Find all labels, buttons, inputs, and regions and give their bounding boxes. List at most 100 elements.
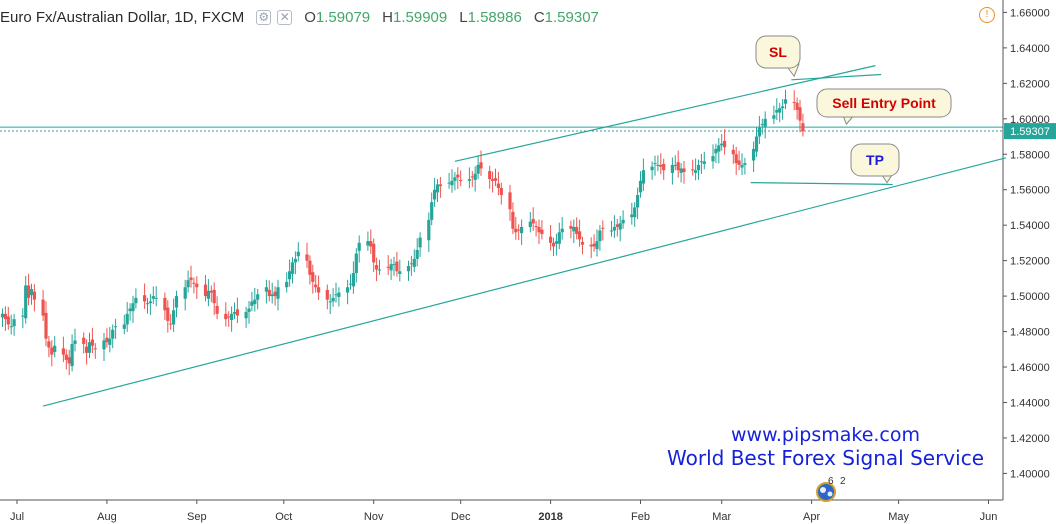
candle-body (659, 164, 663, 167)
candle-body (447, 182, 451, 184)
candle-body (203, 284, 208, 297)
candle-body (476, 164, 480, 174)
candle-body (427, 219, 431, 241)
candle-body (73, 340, 77, 344)
candle-body (496, 183, 500, 188)
candle-body (346, 287, 350, 293)
watermark-url: www.pipsmake.com (731, 424, 920, 446)
trendline (791, 73, 882, 81)
candle-body (633, 207, 637, 218)
badge-count-right: 2 (840, 476, 846, 487)
candle-body (372, 243, 376, 263)
y-tick-label: 1.62000 (1010, 78, 1050, 90)
grid (0, 126, 1003, 132)
candle-body (215, 305, 219, 314)
candle-body (145, 303, 150, 305)
candle-body (430, 202, 434, 220)
candle-body (44, 312, 48, 339)
candle-body (288, 271, 292, 280)
x-tick-label: Apr (803, 511, 820, 523)
candle-body (337, 292, 341, 297)
candle-body (508, 192, 512, 210)
callout-text: Sell Entry Point (832, 95, 936, 111)
candle-body (638, 180, 643, 193)
candle-body (757, 127, 761, 137)
callout-sl: SL (755, 35, 801, 78)
alert-icon[interactable]: ! (979, 7, 995, 23)
y-tick-label: 1.64000 (1010, 43, 1050, 55)
candle-body (650, 166, 654, 171)
open-value: 1.59079 (315, 8, 371, 26)
candle-body (601, 227, 605, 229)
candle-body (375, 265, 379, 270)
candle-body (27, 285, 31, 298)
candle-body (488, 171, 492, 180)
y-tick-label: 1.46000 (1010, 362, 1050, 374)
events-badge[interactable]: 6 2 (812, 476, 846, 502)
candle-body (578, 231, 582, 240)
candle-body (479, 162, 483, 169)
candle-body (305, 254, 309, 261)
candle-body (366, 241, 370, 246)
candle-body (572, 226, 576, 232)
globe-icon (816, 482, 836, 502)
candle-body (569, 226, 573, 229)
candle-body (795, 102, 799, 110)
candle-body (531, 218, 535, 224)
candle-body (723, 140, 727, 148)
candle-body (195, 283, 199, 288)
symbol-header: Euro Fx/Australian Dollar, 1D, FXCM ⚙ ✕ … (0, 4, 605, 30)
candle-body (609, 230, 614, 232)
y-tick-label: 1.40000 (1010, 468, 1050, 480)
candle-body (172, 310, 176, 325)
candle-body (64, 354, 68, 360)
candle-body (575, 226, 579, 235)
candle-body (311, 272, 315, 282)
candle-body (267, 289, 271, 297)
candle-body (406, 265, 411, 272)
candle-body (409, 263, 413, 265)
candle-body (630, 214, 634, 218)
candle-body (398, 271, 402, 274)
candle-body (641, 170, 645, 184)
candle-body (450, 180, 454, 186)
candle-body (711, 156, 715, 162)
y-tick-label: 1.54000 (1010, 220, 1050, 232)
symbol-title[interactable]: Euro Fx/Australian Dollar, 1D, FXCM (0, 8, 245, 26)
candle-body (778, 108, 782, 113)
candle-body (6, 316, 10, 325)
candle-body (389, 264, 393, 271)
candle-body (702, 161, 706, 165)
candle-body (740, 164, 744, 168)
candle-body (395, 261, 399, 272)
low-value: 1.58986 (467, 8, 522, 26)
close-icon[interactable]: ✕ (277, 9, 293, 25)
candle-body (85, 346, 89, 353)
candle-body (699, 161, 703, 163)
y-tick-label: 1.58000 (1010, 149, 1050, 161)
candle-body (737, 160, 741, 165)
candle-body (752, 148, 756, 161)
candle-body (93, 348, 97, 350)
candle-body (186, 280, 190, 288)
candle-body (189, 277, 193, 281)
candle-body (230, 313, 234, 321)
candle-body (775, 109, 779, 113)
candle-body (325, 289, 329, 300)
candle-body (331, 297, 335, 302)
x-tick-label: Oct (275, 511, 292, 523)
settings-icon[interactable]: ⚙ (256, 9, 272, 25)
candle-body (595, 241, 599, 250)
callout-box (850, 143, 900, 177)
candle-body (264, 287, 268, 292)
x-tick-label: May (888, 511, 909, 523)
open-label: O (304, 8, 316, 26)
candle-body (351, 273, 355, 287)
candle-body (662, 164, 666, 171)
candle-body (314, 284, 318, 288)
last-price-label: 1.59307 (1010, 126, 1050, 138)
candle-body (90, 339, 94, 346)
last-price-box (1004, 123, 1056, 140)
callout-box (816, 88, 952, 118)
